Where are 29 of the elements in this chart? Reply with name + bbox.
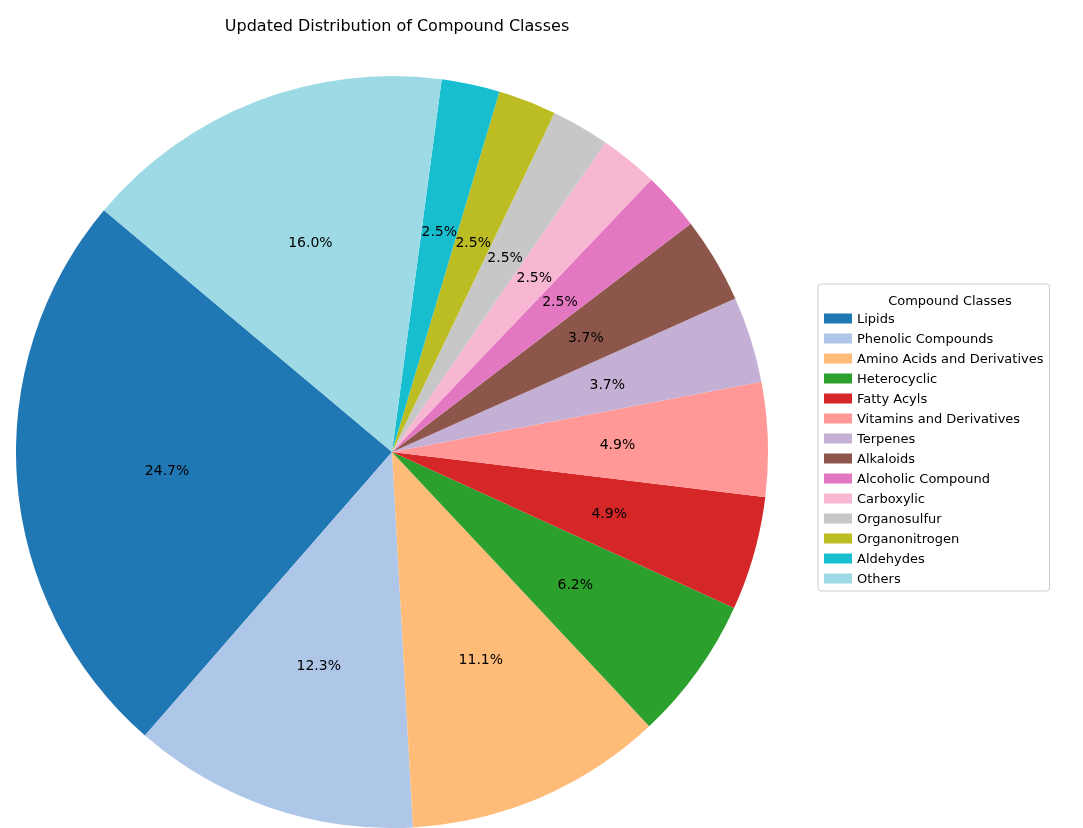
data-label: 2.5% <box>455 233 491 250</box>
legend-label: Vitamins and Derivatives <box>857 411 1021 426</box>
chart-title: Updated Distribution of Compound Classes <box>224 15 570 35</box>
legend-label: Alkaloids <box>857 451 916 466</box>
data-label: 4.9% <box>591 505 627 522</box>
legend-label: Aldehydes <box>857 551 925 566</box>
data-label: 3.7% <box>589 376 626 393</box>
legend-label: Organosulfur <box>857 511 943 526</box>
data-label: 3.7% <box>568 328 604 345</box>
legend-label: Others <box>857 571 901 586</box>
legend-label: Lipids <box>857 311 895 326</box>
data-label: 11.1% <box>458 651 504 668</box>
legend-label: Carboxylic <box>857 491 925 506</box>
data-label: 2.5% <box>516 268 553 285</box>
legend-label: Alcoholic Compound <box>857 471 990 486</box>
data-label: 2.5% <box>542 293 578 310</box>
data-label: 16.0% <box>288 233 333 250</box>
legend-label: Organonitrogen <box>857 531 960 546</box>
legend-label: Terpenes <box>856 431 916 446</box>
data-label: 4.9% <box>599 436 636 453</box>
legend-label: Phenolic Compounds <box>857 331 994 346</box>
data-label: 24.7% <box>144 461 190 478</box>
data-label: 2.5% <box>487 248 523 265</box>
data-label: 12.3% <box>296 657 342 674</box>
data-label: 6.2% <box>557 575 594 592</box>
legend-label: Amino Acids and Derivatives <box>857 351 1044 366</box>
legend-label: Heterocyclic <box>857 371 938 386</box>
legend-label: Fatty Acyls <box>857 391 928 406</box>
legend-title: Compound Classes <box>888 293 1013 308</box>
